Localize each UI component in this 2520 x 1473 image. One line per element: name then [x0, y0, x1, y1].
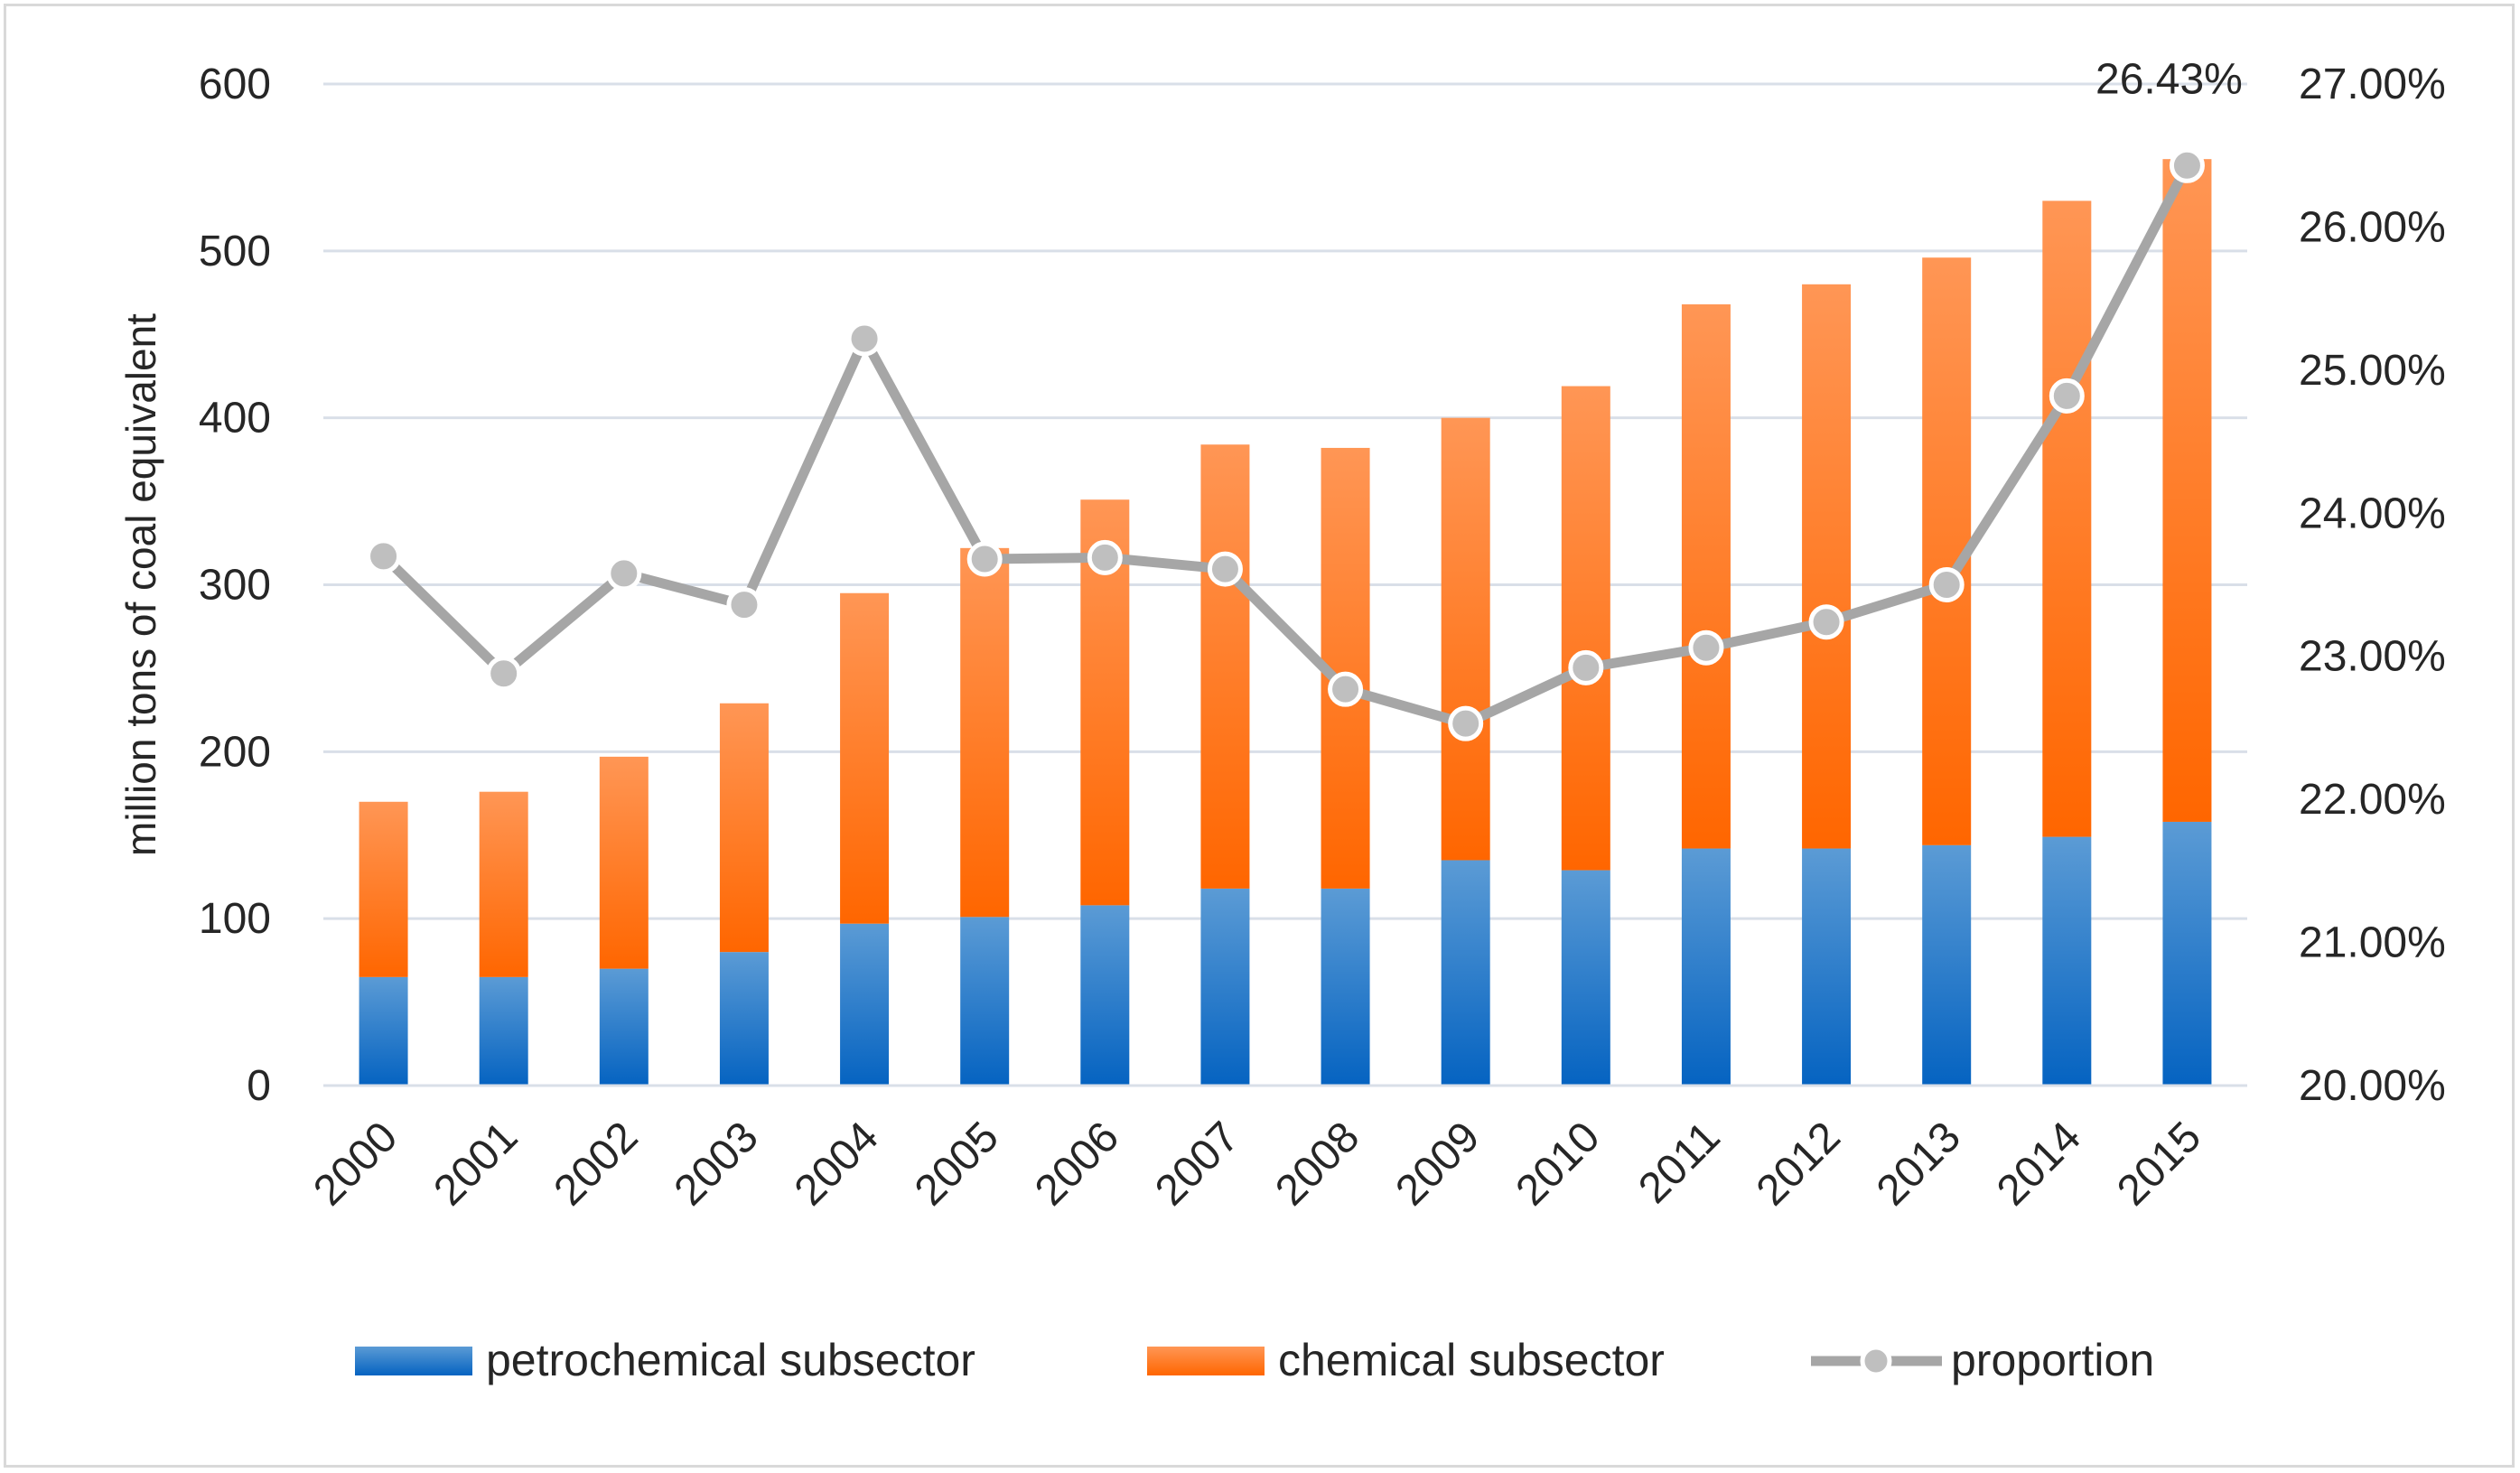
legend-label-petrochemical: petrochemical subsector: [486, 1335, 975, 1385]
bar-petrochemical: [1080, 905, 1130, 1086]
proportion-point: [486, 656, 522, 692]
x-tick-label: 2007: [1146, 1113, 1248, 1215]
y2-tick-label: 21.00%: [2299, 919, 2446, 967]
y2-tick-label: 24.00%: [2299, 489, 2446, 537]
y-tick-label: 500: [199, 228, 271, 275]
bar-petrochemical: [719, 952, 769, 1086]
x-tick-label: 2003: [666, 1113, 768, 1215]
proportion-point: [1207, 551, 1243, 587]
x-tick-label: 2001: [425, 1113, 527, 1215]
x-tick-label: 2005: [906, 1113, 1008, 1215]
y-tick-label: 0: [247, 1062, 271, 1110]
proportion-point: [1808, 604, 1844, 640]
x-tick-label: 2015: [2108, 1113, 2210, 1215]
x-tick-label: 2004: [786, 1113, 888, 1215]
proportion-point: [1448, 705, 1484, 741]
x-tick-label: 2013: [1868, 1113, 1970, 1215]
y-axis-title: million tons of coal equivalent: [117, 313, 164, 856]
y2-tick-label: 22.00%: [2299, 776, 2446, 824]
x-tick-label: 2006: [1026, 1113, 1128, 1215]
bar-petrochemical: [1802, 848, 1852, 1086]
proportion-point: [726, 587, 762, 623]
x-tick-label: 2014: [1988, 1113, 2090, 1215]
bar-petrochemical: [960, 917, 1010, 1086]
y2-tick-label: 26.00%: [2299, 203, 2446, 251]
bar-chemical: [1200, 444, 1250, 889]
legend-swatch-chemical: [1147, 1347, 1265, 1375]
legend-swatch-proportion-marker: [1860, 1345, 1892, 1377]
proportion-series-line: [379, 163, 2192, 729]
legend-swatch-petrochemical: [355, 1347, 472, 1375]
bar-chemical: [359, 801, 408, 977]
bar-chemical: [1561, 386, 1610, 871]
bar-chemical: [1802, 284, 1852, 849]
x-tick-label: 2000: [304, 1113, 406, 1215]
bar-petrochemical: [1321, 888, 1370, 1086]
bar-chemical: [1441, 417, 1490, 861]
proportion-point: [1568, 649, 1604, 685]
proportion-point: [966, 541, 1003, 577]
bar-chemical: [2042, 200, 2092, 837]
proportion-point: [1328, 671, 1364, 707]
y2-tick-label: 25.00%: [2299, 347, 2446, 395]
data-label-2015: 26.43%: [2095, 55, 2243, 103]
bar-petrochemical: [1200, 888, 1250, 1086]
bar-chemical: [960, 547, 1010, 918]
bar-petrochemical: [840, 923, 890, 1086]
proportion-point: [1688, 629, 1724, 666]
bar-petrochemical: [359, 976, 408, 1086]
bar-chemical: [479, 791, 528, 977]
bar-petrochemical: [1922, 844, 1972, 1086]
chart-frame: [4, 4, 2515, 1468]
x-tick-label: 2012: [1748, 1113, 1850, 1215]
y-tick-label: 200: [199, 728, 271, 776]
proportion-point: [1087, 539, 1123, 575]
bar-chemical: [719, 703, 769, 953]
x-tick-label: 2010: [1507, 1113, 1610, 1215]
bar-petrochemical: [1561, 870, 1610, 1086]
bar-petrochemical: [2042, 836, 2092, 1086]
proportion-point: [366, 538, 402, 574]
legend-label-chemical: chemical subsector: [1278, 1335, 1665, 1385]
bar-petrochemical: [479, 976, 528, 1086]
bar-chemical: [599, 756, 649, 969]
x-tick-label: 2011: [1629, 1113, 1729, 1212]
x-tick-label: 2008: [1266, 1113, 1368, 1215]
y-tick-label: 100: [199, 895, 271, 943]
y2-tick-label: 20.00%: [2299, 1062, 2446, 1110]
proportion-point: [606, 555, 642, 592]
y-tick-label: 300: [199, 562, 271, 610]
proportion-point: [1928, 567, 1965, 602]
proportion-line: [366, 147, 2205, 741]
proportion-point: [846, 321, 882, 357]
proportion-point: [2049, 378, 2085, 414]
y2-tick-label: 23.00%: [2299, 633, 2446, 681]
bar-chemical: [1681, 303, 1731, 849]
y-tick-label: 400: [199, 395, 271, 443]
bar-petrochemical: [2162, 821, 2212, 1086]
x-tick-label: 2002: [546, 1113, 648, 1215]
x-tick-label: 2009: [1386, 1113, 1489, 1215]
bar-petrochemical: [1441, 860, 1490, 1086]
bar-petrochemical: [1681, 848, 1731, 1086]
y-tick-label: 600: [199, 61, 271, 108]
legend: petrochemical subsector chemical subsecto…: [355, 1335, 2154, 1385]
bar-petrochemical: [599, 968, 649, 1086]
y2-tick-label: 27.00%: [2299, 61, 2446, 108]
bar-chemical: [840, 592, 890, 924]
bar-chemical: [2162, 159, 2212, 822]
proportion-point: [2169, 147, 2205, 183]
legend-label-proportion: proportion: [1951, 1335, 2154, 1385]
